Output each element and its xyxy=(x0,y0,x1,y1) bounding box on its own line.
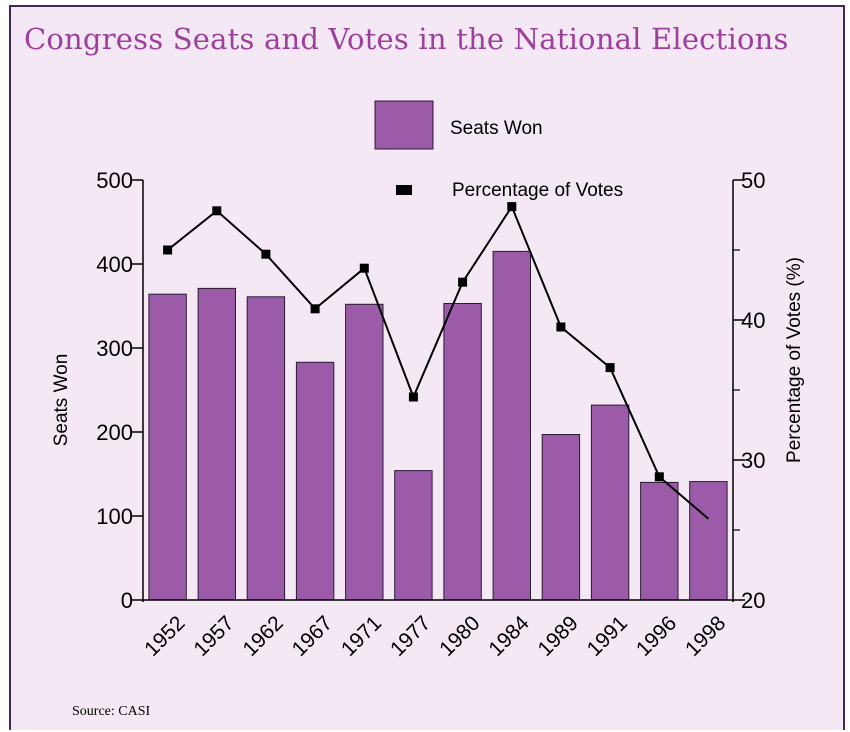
x-tick-label-1991: 1991 xyxy=(583,612,632,661)
legend-label-seats: Seats Won xyxy=(450,118,543,139)
x-tick-label-1967: 1967 xyxy=(288,612,337,661)
legend-swatch-votes xyxy=(396,185,412,195)
right-tick-label-20: 20 xyxy=(741,588,765,613)
x-tick-label-1984: 1984 xyxy=(484,611,534,661)
x-tick-label-1989: 1989 xyxy=(534,612,583,661)
votes-point-1984 xyxy=(507,202,517,212)
bar-1998 xyxy=(689,481,728,601)
left-tick-label-300: 300 xyxy=(96,336,133,361)
votes-point-1977 xyxy=(408,392,418,402)
votes-point-1967 xyxy=(310,304,320,314)
legend-swatch-seats xyxy=(374,100,434,150)
left-tick-label-0: 0 xyxy=(121,588,133,613)
votes-point-1989 xyxy=(556,322,566,332)
bar-1977 xyxy=(394,470,433,601)
x-tick-label-1971: 1971 xyxy=(337,612,386,661)
bar-1967 xyxy=(295,361,335,601)
bar-1991 xyxy=(590,404,630,601)
x-tick-label-1962: 1962 xyxy=(239,612,288,661)
y-right-label: Percentage of Votes (%) xyxy=(784,257,805,463)
bar-1962 xyxy=(246,296,286,601)
right-tick-label-50: 50 xyxy=(741,168,765,193)
votes-point-1991 xyxy=(605,363,615,373)
votes-point-1952 xyxy=(163,245,173,255)
x-tick-label-1980: 1980 xyxy=(435,612,484,661)
right-tick-label-40: 40 xyxy=(741,308,765,333)
source-note: Source: CASI xyxy=(72,704,151,719)
legend-label-votes: Percentage of Votes xyxy=(452,180,623,201)
bar-1952 xyxy=(148,293,187,601)
left-tick-label-200: 200 xyxy=(96,420,133,445)
x-tick-label-1977: 1977 xyxy=(386,612,435,661)
left-tick-label-500: 500 xyxy=(96,168,133,193)
chart-title: Congress Seats and Votes in the National… xyxy=(24,22,789,56)
votes-point-1962 xyxy=(261,249,271,259)
votes-point-1957 xyxy=(212,206,222,216)
x-tick-label-1957: 1957 xyxy=(189,612,238,661)
votes-point-1971 xyxy=(359,263,369,273)
left-tick-label-400: 400 xyxy=(96,252,133,277)
bar-1989 xyxy=(541,434,581,601)
x-tick-label-1996: 1996 xyxy=(632,612,681,661)
bar-1957 xyxy=(197,287,237,601)
x-tick-label-1998: 1998 xyxy=(681,612,730,661)
bar-1996 xyxy=(640,481,679,601)
right-tick-label-30: 30 xyxy=(741,448,765,473)
bar-1980 xyxy=(443,303,482,601)
x-tick-label-1952: 1952 xyxy=(140,612,189,661)
bar-1971 xyxy=(345,303,384,601)
y-left-label: Seats Won xyxy=(51,354,72,447)
votes-line xyxy=(166,204,710,520)
votes-point-1980 xyxy=(458,277,468,287)
votes-point-1996 xyxy=(654,472,664,482)
left-tick-label-100: 100 xyxy=(96,504,133,529)
bar-1984 xyxy=(492,250,532,601)
